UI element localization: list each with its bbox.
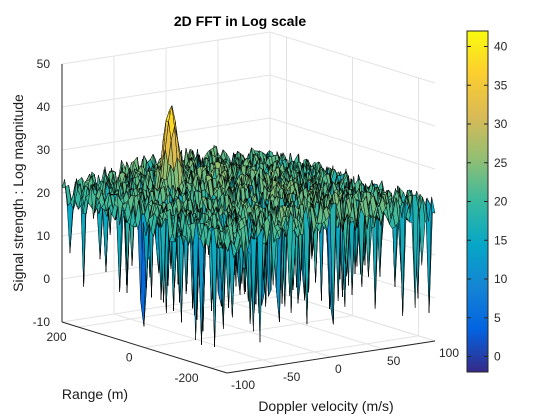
grid-line <box>78 294 287 328</box>
grid-line <box>210 335 419 369</box>
surface-plot <box>61 104 436 348</box>
grid-line <box>144 315 353 348</box>
x-tick-label: 100 <box>439 346 459 360</box>
x-tick-label: 0 <box>335 362 342 376</box>
z-axis-label: Signal strength : Log magnitude <box>10 94 26 292</box>
colorbar-tick-label: 0 <box>494 350 501 364</box>
colorbar-tick-label: 30 <box>494 117 508 131</box>
x-axis-label: Doppler velocity (m/s) <box>258 398 393 414</box>
z-tick-label: 50 <box>37 57 51 71</box>
z-tick-label: -10 <box>33 315 51 329</box>
surface-patch <box>428 196 436 313</box>
chart-title: 2D FFT in Log scale <box>174 13 306 29</box>
colorbar-tick-label: 5 <box>494 311 501 325</box>
x-tick-label: -100 <box>231 378 255 392</box>
z-tick-label: 20 <box>37 186 51 200</box>
axis-lines <box>61 64 436 374</box>
x-tick-label: 50 <box>387 354 401 368</box>
y-tick-label: 0 <box>126 351 133 365</box>
z-tick-label: 10 <box>37 229 51 243</box>
colorbar-tick-label: 15 <box>494 233 508 247</box>
z-tick-label: 40 <box>37 100 51 114</box>
colorbar-tick-label: 10 <box>494 272 508 286</box>
y-axis-label: Range (m) <box>62 386 128 402</box>
x-axis-line <box>226 340 436 374</box>
y-tick-label: 200 <box>46 330 66 344</box>
z-tick-label: 30 <box>37 143 51 157</box>
z-tick-label: 0 <box>43 272 50 286</box>
y-tick-label: -200 <box>174 371 198 385</box>
colorbar-tick-label: 25 <box>494 156 508 170</box>
colorbar-tick-label: 35 <box>494 78 508 92</box>
colorbar-tick-label: 40 <box>494 40 508 54</box>
colorbar: 0 5 10 15 20 25 30 35 40 <box>466 30 508 373</box>
colorbar-ticks: 0 5 10 15 20 25 30 35 40 <box>467 40 508 364</box>
y-axis-line <box>61 321 228 374</box>
colorbar-tick-label: 20 <box>494 195 508 209</box>
x-tick-label: -50 <box>283 370 301 384</box>
